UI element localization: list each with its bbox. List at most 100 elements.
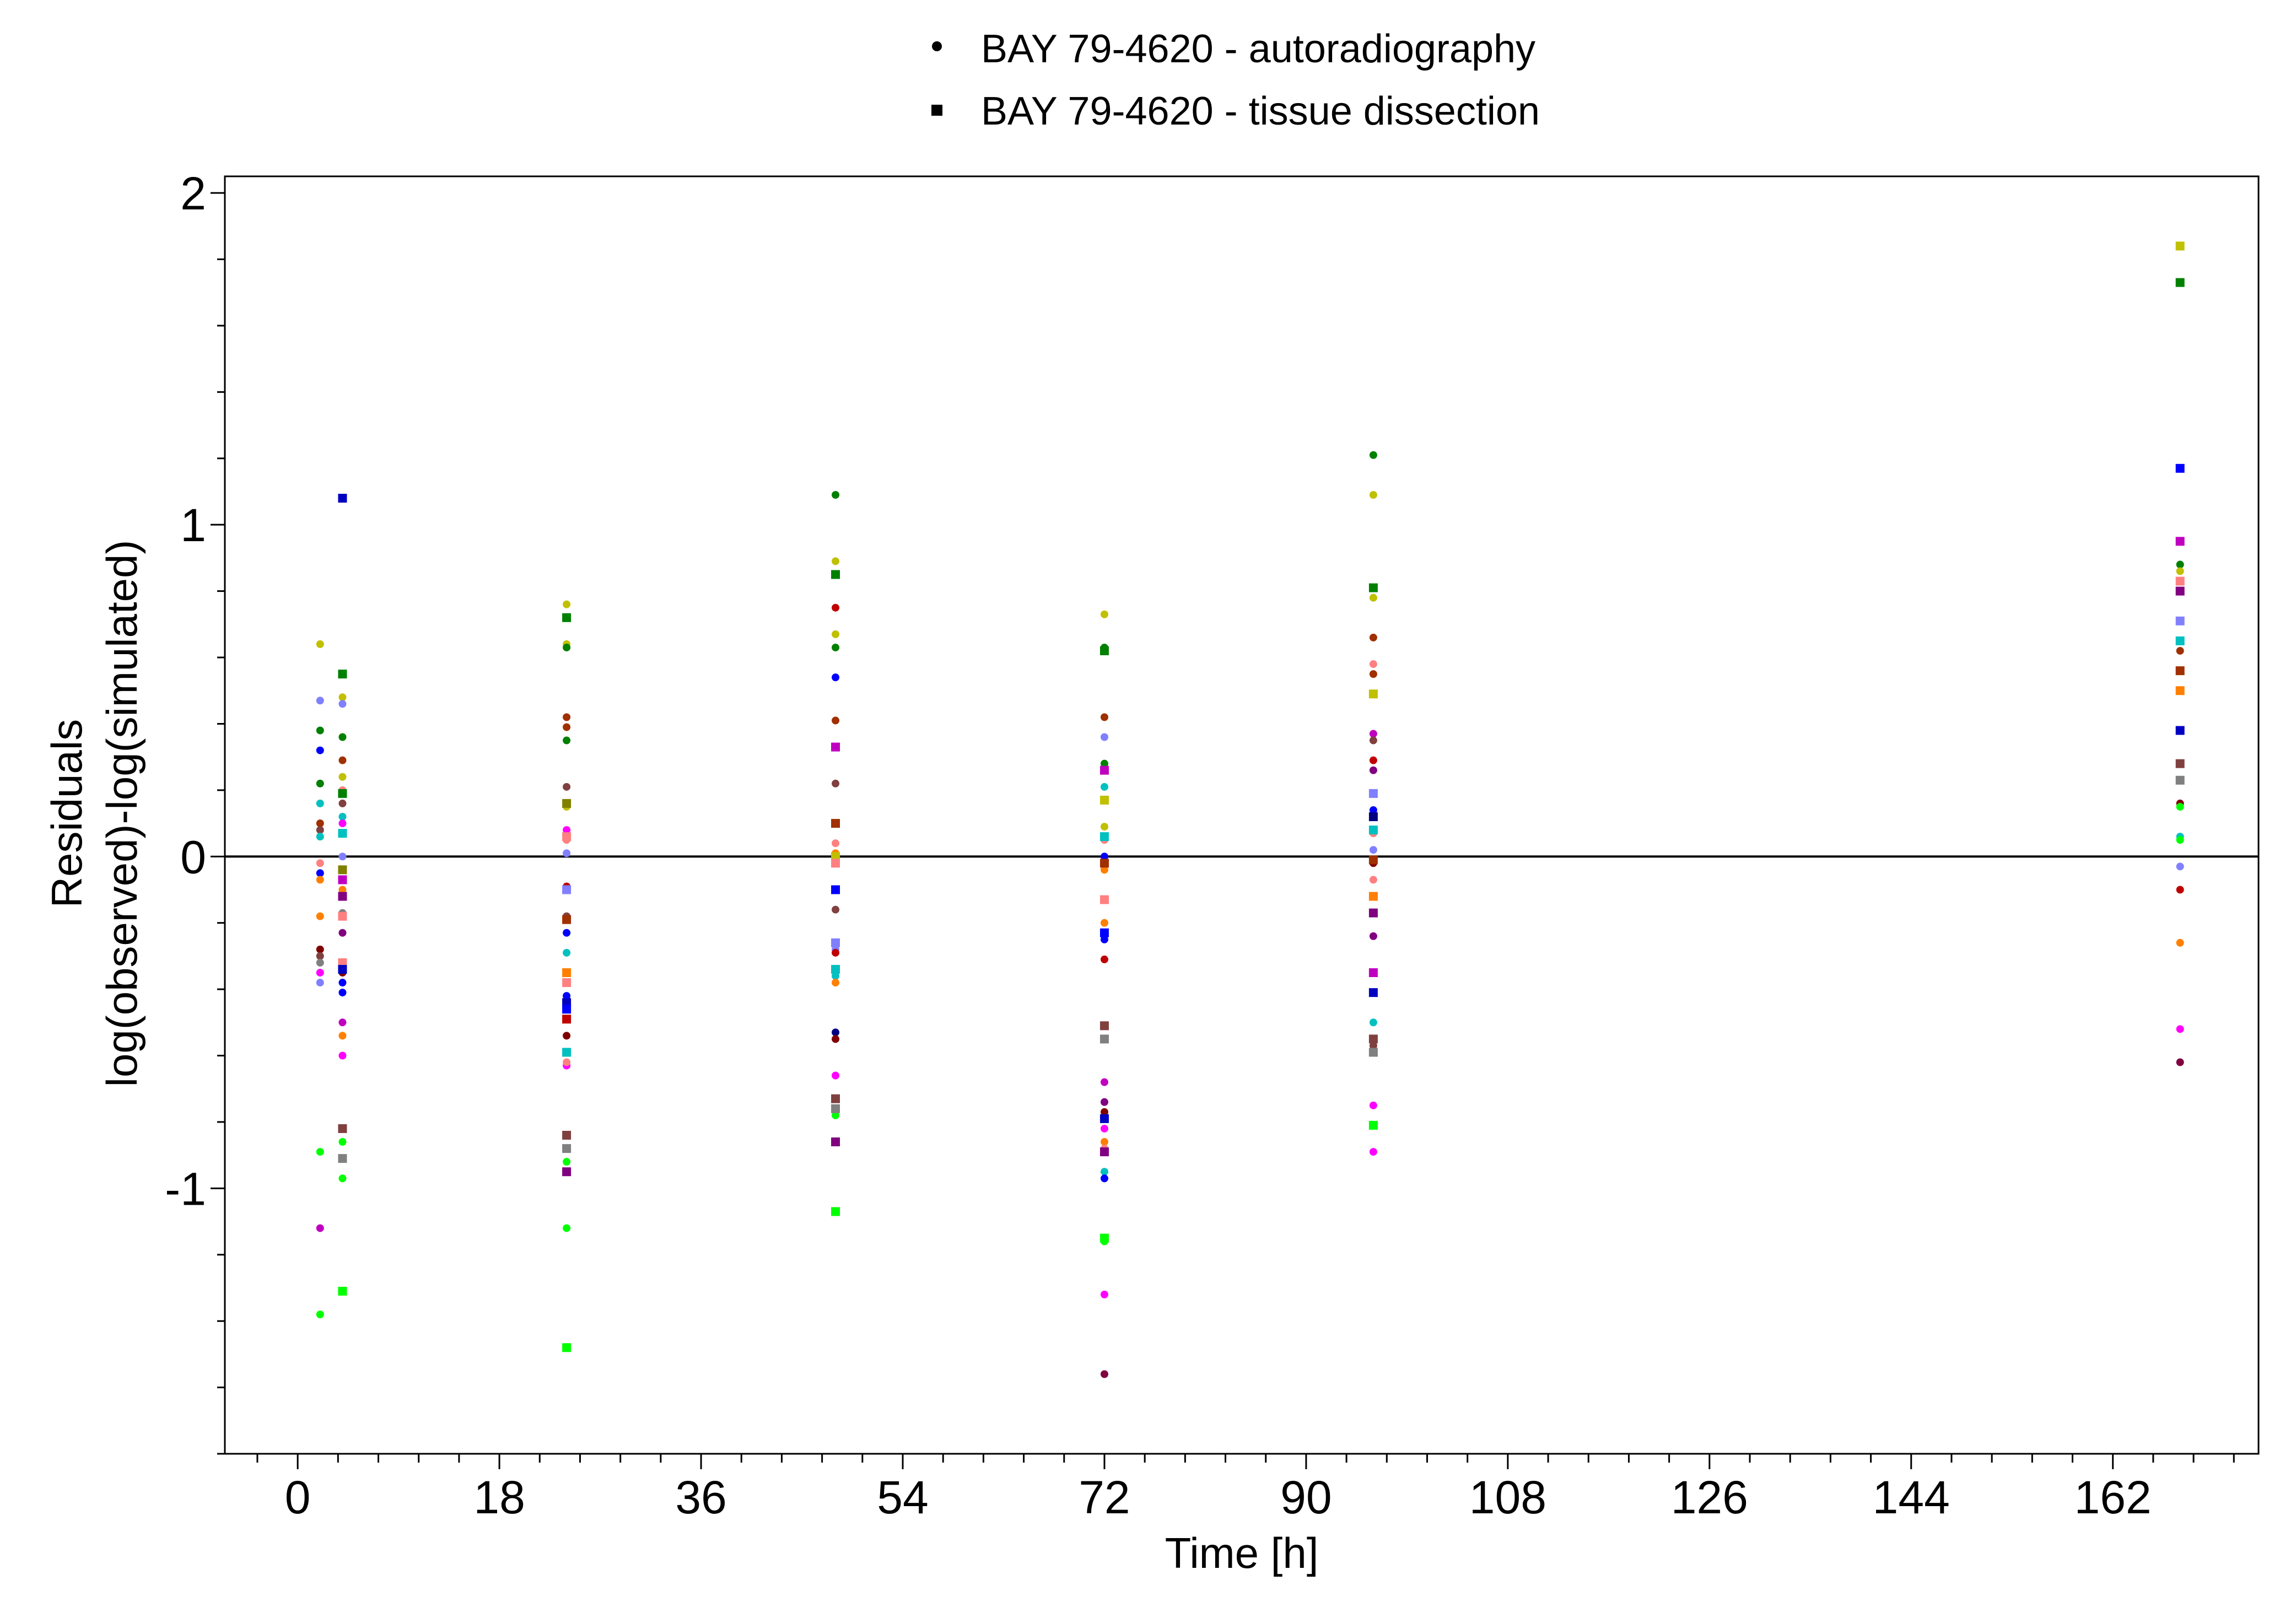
autoradiography-point [338, 773, 347, 781]
autoradiography-point [2176, 567, 2184, 575]
autoradiography-point [1100, 1108, 1108, 1116]
y-axis-label-line2: log(observed)-log(simulated) [98, 540, 146, 1087]
autoradiography-point [563, 1158, 571, 1166]
autoradiography-point [1100, 935, 1108, 943]
autoradiography-point [563, 948, 571, 957]
tissue-dissection-point [2175, 636, 2185, 645]
autoradiography-point [563, 1032, 571, 1040]
autoradiography-point [1369, 594, 1377, 602]
tissue-dissection-point [338, 670, 347, 679]
tissue-dissection-point [562, 968, 572, 977]
autoradiography-point [338, 853, 347, 861]
autoradiography-point [316, 819, 324, 828]
autoradiography-point [338, 989, 347, 997]
autoradiography-point [1369, 736, 1377, 745]
autoradiography-point [338, 979, 347, 987]
autoradiography-point [1100, 919, 1108, 927]
autoradiography-point [832, 1028, 840, 1037]
autoradiography-point [338, 693, 347, 702]
tissue-dissection-point [831, 819, 840, 828]
tissue-dissection-point [831, 885, 840, 894]
tissue-dissection-point [1368, 968, 1378, 977]
autoradiography-point [1100, 733, 1108, 741]
tissue-dissection-point [562, 1167, 572, 1177]
autoradiography-point [338, 1051, 347, 1060]
autoradiography-point [338, 819, 347, 828]
legend-marker-autoradiography [932, 41, 942, 51]
autoradiography-point [1100, 1370, 1108, 1378]
tissue-dissection-point [562, 799, 572, 808]
tissue-dissection-point [338, 1154, 347, 1163]
tissue-dissection-point [1368, 812, 1378, 822]
tissue-dissection-point [562, 1144, 572, 1153]
tissue-dissection-point [1368, 583, 1378, 592]
autoradiography-point [1100, 1078, 1108, 1086]
tissue-dissection-point [1368, 892, 1378, 901]
autoradiography-point [1369, 1148, 1377, 1156]
x-tick-label: 90 [1280, 1471, 1332, 1523]
autoradiography-point [832, 603, 840, 612]
x-tick-label: 108 [1469, 1471, 1546, 1523]
autoradiography-point [316, 746, 324, 754]
autoradiography-point [832, 972, 840, 980]
autoradiography-point [316, 1310, 324, 1319]
autoradiography-point [832, 716, 840, 725]
autoradiography-point [832, 630, 840, 638]
tissue-dissection-point [1100, 646, 1109, 655]
tissue-dissection-point [831, 1104, 840, 1113]
autoradiography-point [563, 1224, 571, 1232]
autoradiography-point [832, 839, 840, 848]
tissue-dissection-point [562, 978, 572, 988]
tissue-dissection-point [831, 1207, 840, 1216]
x-tick-label: 162 [2074, 1471, 2152, 1523]
autoradiography-point [1100, 713, 1108, 721]
autoradiography-point [338, 756, 347, 764]
tissue-dissection-point [338, 494, 347, 503]
autoradiography-point [1100, 610, 1108, 618]
autoradiography-point [2176, 560, 2184, 569]
tissue-dissection-point [831, 1094, 840, 1103]
y-axis-label-line1: Residuals [42, 719, 91, 908]
y-tick-label: 0 [180, 831, 206, 883]
autoradiography-point [1369, 806, 1377, 814]
tissue-dissection-point [562, 1131, 572, 1140]
autoradiography-point [316, 876, 324, 884]
autoradiography-point [316, 869, 324, 877]
autoradiography-point [1369, 766, 1377, 774]
autoradiography-point [316, 859, 324, 867]
tissue-dissection-point [1368, 855, 1378, 865]
autoradiography-point [316, 779, 324, 788]
autoradiography-point [1369, 730, 1377, 738]
autoradiography-point [1100, 783, 1108, 791]
x-tick-label: 36 [675, 1471, 726, 1523]
tissue-dissection-point [1100, 895, 1109, 904]
autoradiography-point [563, 1058, 571, 1066]
tissue-dissection-point [2175, 666, 2185, 676]
tissue-dissection-point [1100, 859, 1109, 868]
autoradiography-point [1100, 1138, 1108, 1146]
tissue-dissection-point [1368, 1048, 1378, 1057]
autoradiography-point [338, 733, 347, 741]
autoradiography-point [832, 490, 840, 499]
tissue-dissection-point [831, 852, 840, 861]
autoradiography-point [1369, 756, 1377, 764]
autoradiography-point [338, 1018, 347, 1027]
tissue-dissection-point [831, 1137, 840, 1147]
x-tick-label: 72 [1079, 1471, 1130, 1523]
autoradiography-point [338, 700, 347, 708]
tissue-dissection-point [1368, 908, 1378, 918]
tissue-dissection-point [2175, 241, 2185, 251]
autoradiography-point [1369, 633, 1377, 641]
autoradiography-point [2176, 1025, 2184, 1033]
autoradiography-point [1369, 876, 1377, 884]
autoradiography-point [338, 1138, 347, 1146]
autoradiography-point [338, 799, 347, 807]
autoradiography-point [832, 1035, 840, 1043]
autoradiography-point [1100, 1098, 1108, 1106]
autoradiography-point [1369, 451, 1377, 459]
autoradiography-point [563, 713, 571, 721]
tissue-dissection-point [2175, 537, 2185, 546]
tissue-dissection-point [831, 570, 840, 579]
tissue-dissection-point [338, 875, 347, 884]
legend-marker-tissue-dissection [931, 105, 942, 116]
